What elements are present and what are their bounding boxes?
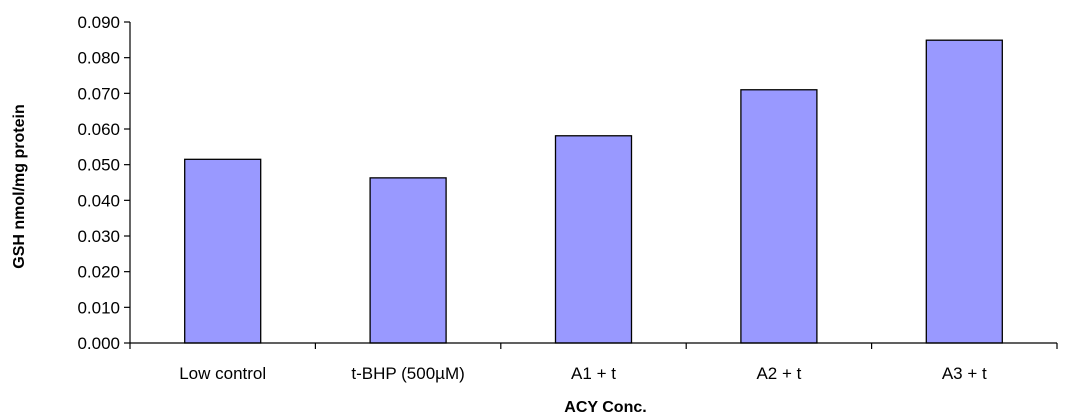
y-tick-label: 0.070 (77, 84, 120, 103)
bar (184, 158, 262, 344)
bar (925, 39, 1003, 344)
x-axis-title: ACY Conc. (564, 399, 646, 416)
y-axis-title: GSH nmol/mg protein (11, 104, 28, 268)
x-tick-label: t-BHP (500µM) (351, 364, 464, 383)
bars (184, 39, 1003, 344)
y-tick-label: 0.090 (77, 13, 120, 32)
y-tick-label: 0.010 (77, 298, 120, 317)
x-axis-ticks: Low control t-BHP (500µM) A1 + t A2 + t A3 +… (129, 343, 1058, 383)
y-tick-label: 0.040 (77, 191, 120, 210)
y-tick-label: 0.050 (77, 156, 120, 175)
y-tick-label: 0.080 (77, 49, 120, 68)
y-tick-label: 0.060 (77, 120, 120, 139)
bar (554, 135, 633, 344)
x-tick-label: A2 + t (756, 364, 801, 383)
bar (740, 89, 818, 344)
y-tick-label: 0.000 (77, 334, 120, 353)
x-tick-label: A1 + t (571, 364, 616, 383)
y-tick-label: 0.030 (77, 227, 120, 246)
x-tick-label: A3 + t (942, 364, 987, 383)
y-tick-label: 0.020 (77, 263, 120, 282)
bar (369, 177, 447, 344)
y-axis-ticks: 0.000 0.010 0.020 0.030 0.040 0.050 0.060 0.070… (77, 13, 130, 353)
x-tick-label: Low control (179, 364, 266, 383)
